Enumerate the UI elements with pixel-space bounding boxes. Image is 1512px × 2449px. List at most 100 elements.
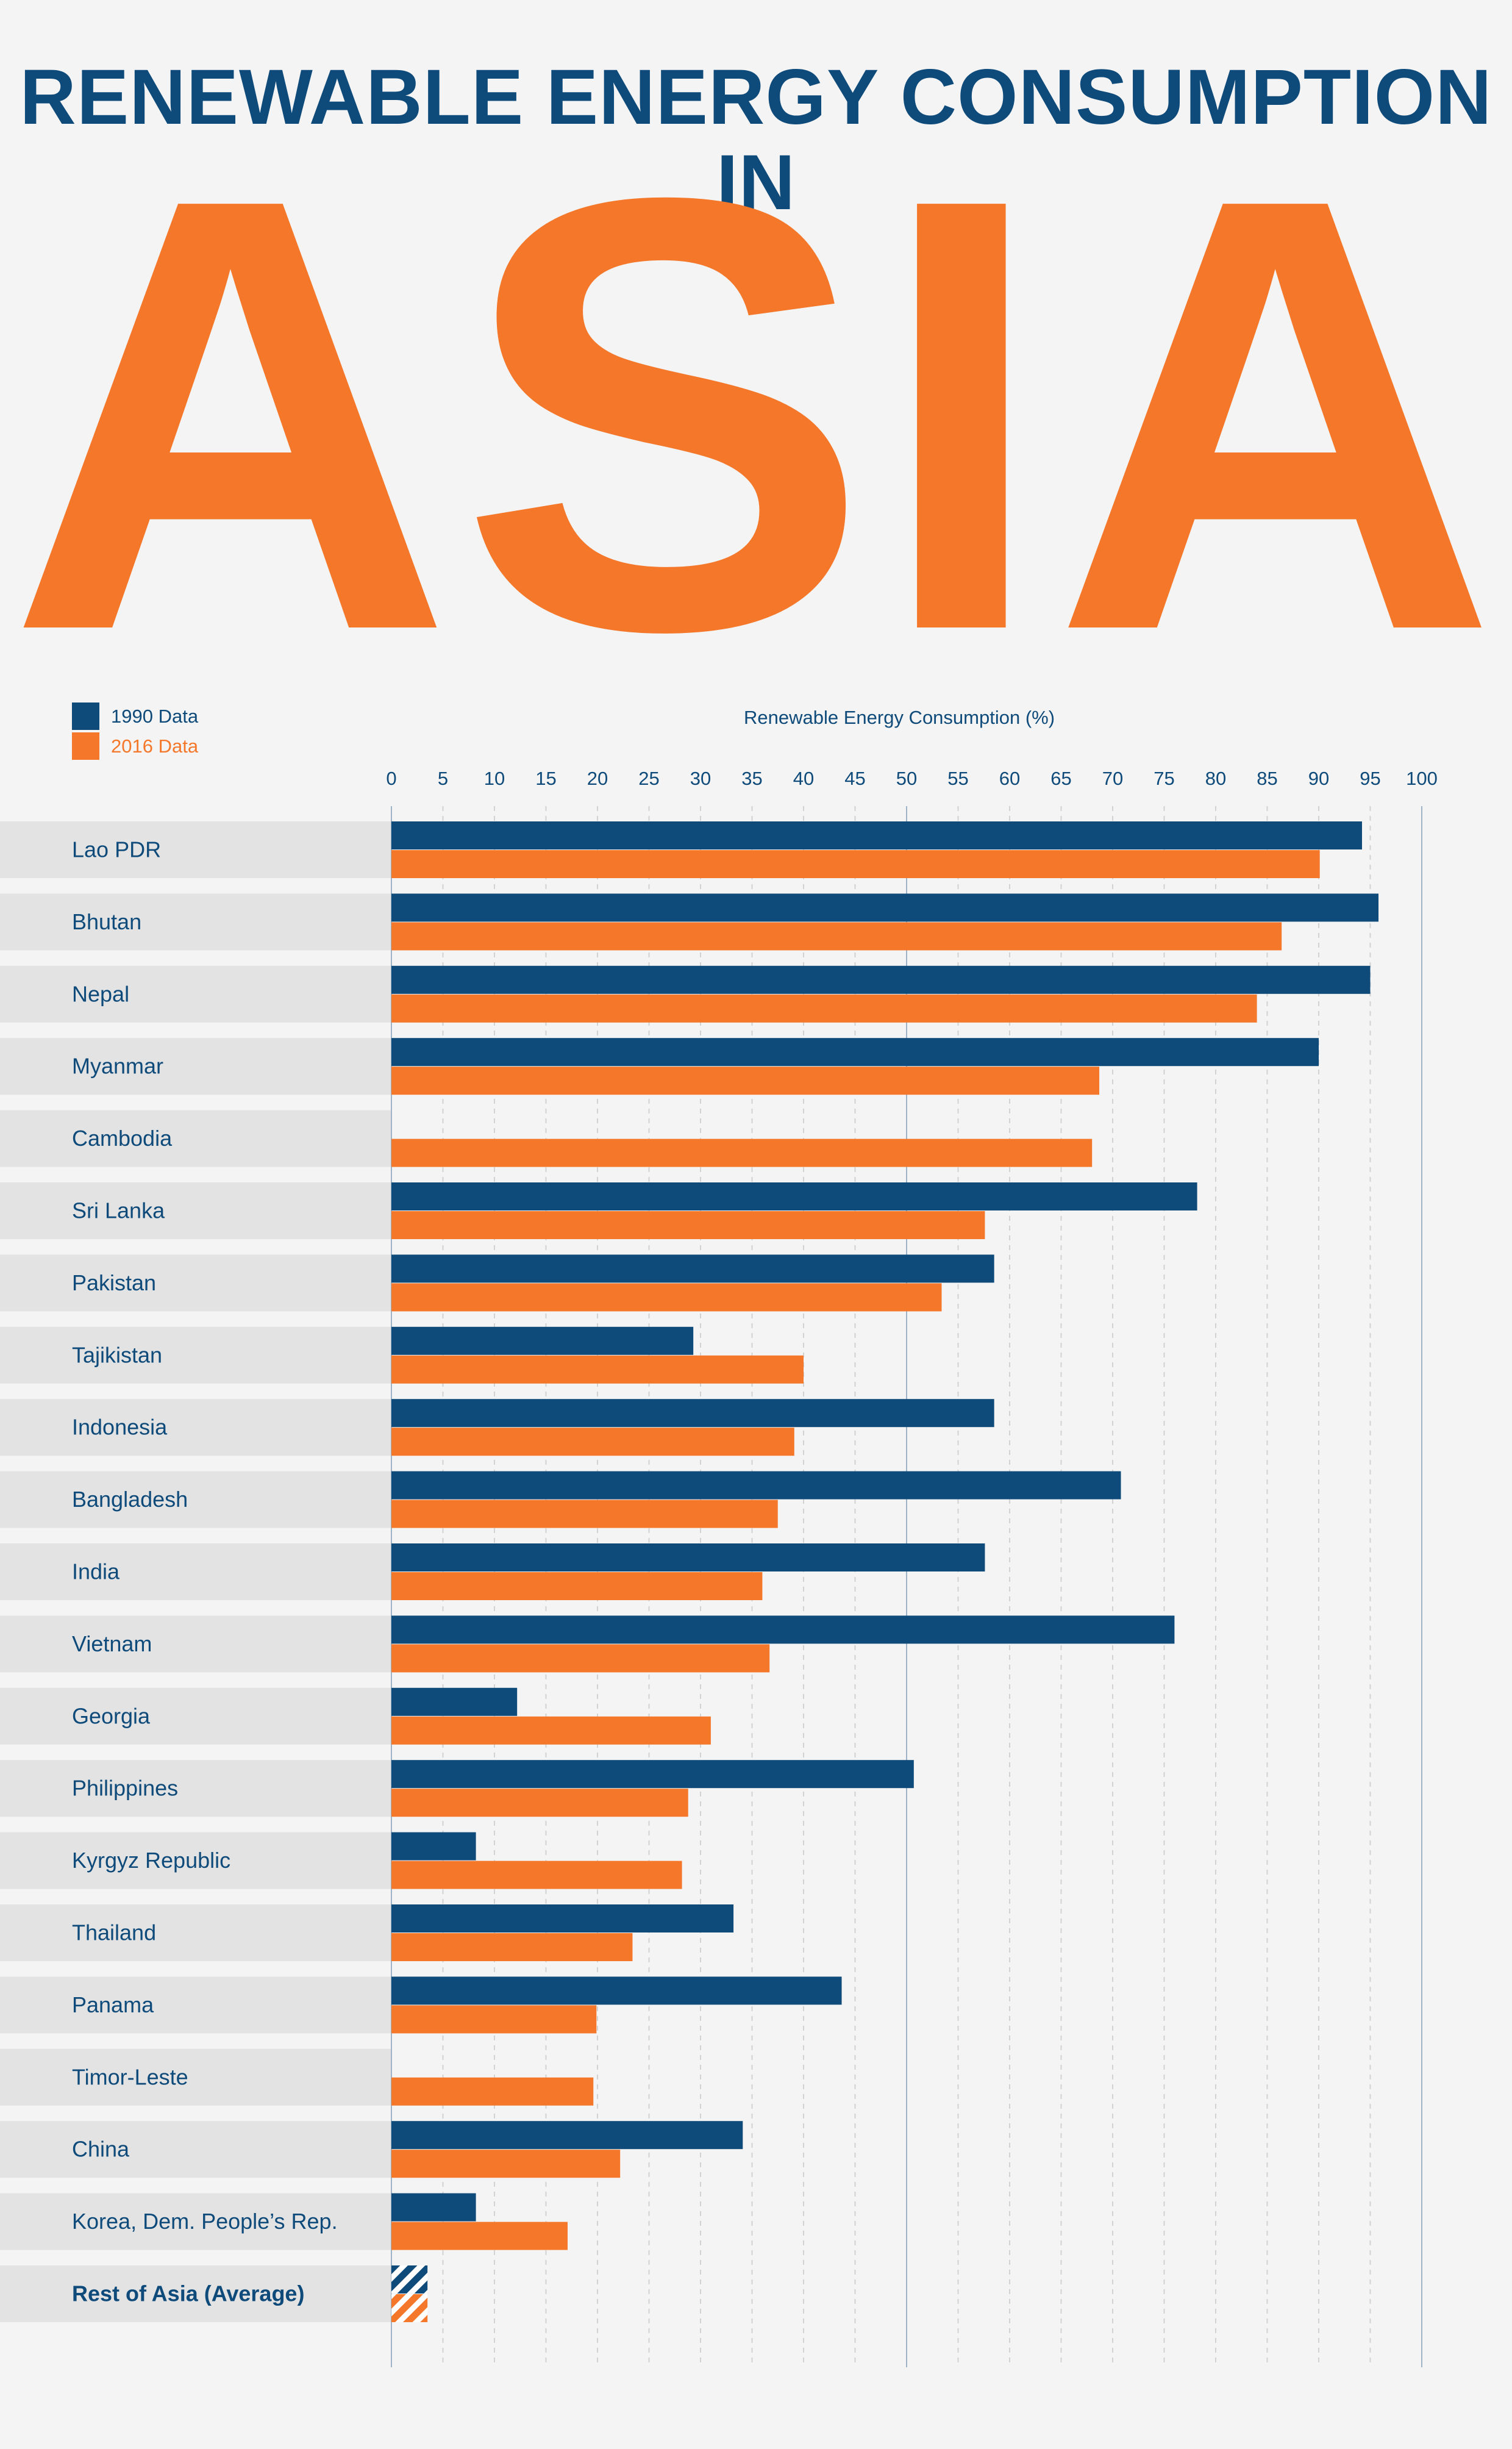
bar-2016 — [391, 1211, 985, 1239]
category-label: Panama — [72, 1992, 154, 2017]
x-tick-label: 90 — [1308, 768, 1329, 789]
bar-1990 — [391, 2265, 428, 2293]
bar-2016 — [391, 1861, 682, 1889]
bar-1990 — [391, 1615, 1175, 1644]
x-tick-label: 25 — [638, 768, 659, 789]
legend-swatch-1990 — [72, 703, 99, 730]
bar-1990 — [391, 1182, 1197, 1210]
bar-2016 — [391, 1716, 711, 1745]
category-label: Lao PDR — [72, 837, 161, 862]
category-band — [0, 1038, 391, 1095]
category-label: Cambodia — [72, 1126, 173, 1151]
x-tick-label: 15 — [535, 768, 556, 789]
bar-2016 — [391, 994, 1257, 1023]
category-band — [0, 1976, 391, 2034]
bar-1990 — [391, 1038, 1319, 1067]
x-tick-label: 80 — [1205, 768, 1226, 789]
bar-2016 — [391, 1283, 942, 1312]
bar-1990 — [391, 1760, 914, 1789]
legend-label-1990: 1990 Data — [111, 706, 199, 727]
bar-1990 — [391, 1832, 476, 1861]
x-tick-label: 95 — [1360, 768, 1380, 789]
category-band — [0, 1182, 391, 1239]
x-tick-label: 30 — [690, 768, 711, 789]
x-tick-label: 10 — [484, 768, 505, 789]
category-band — [0, 1326, 391, 1384]
x-tick-label: 35 — [741, 768, 762, 789]
x-tick-label: 0 — [386, 768, 396, 789]
category-label: Myanmar — [72, 1054, 163, 1079]
category-label: Nepal — [72, 981, 129, 1006]
bar-2016 — [391, 2150, 621, 2178]
category-band — [0, 1832, 391, 1889]
bar-1990 — [391, 1543, 985, 1571]
category-label: Philippines — [72, 1776, 178, 1801]
bar-2016 — [391, 1644, 770, 1673]
bar-1990 — [391, 2193, 476, 2222]
bar-2016 — [391, 922, 1282, 951]
x-tick-label: 55 — [947, 768, 968, 789]
category-band — [0, 1904, 391, 1961]
category-label: Korea, Dem. People’s Rep. — [72, 2209, 338, 2234]
bar-2016 — [391, 2294, 428, 2322]
x-tick-label: 45 — [844, 768, 865, 789]
legend-swatch-2016 — [72, 732, 99, 760]
category-label: Pakistan — [72, 1270, 156, 1295]
category-band — [0, 2048, 391, 2106]
bar-1990 — [391, 1976, 842, 2005]
category-label: Thailand — [72, 1920, 156, 1945]
category-band — [0, 1471, 391, 1528]
bar-1990 — [391, 1399, 994, 1428]
x-tick-label: 100 — [1406, 768, 1438, 789]
category-band — [0, 1687, 391, 1745]
bar-2016 — [391, 1789, 688, 1817]
category-band — [0, 1543, 391, 1600]
category-label: Bangladesh — [72, 1487, 188, 1512]
category-band — [0, 1399, 391, 1456]
category-label: Timor-Leste — [72, 2064, 188, 2089]
category-band — [0, 1760, 391, 1817]
bar-2016 — [391, 1572, 763, 1600]
category-band — [0, 1615, 391, 1673]
category-band — [0, 965, 391, 1023]
category-label: Sri Lanka — [72, 1198, 165, 1223]
bar-1990 — [391, 965, 1371, 994]
bar-1990 — [391, 893, 1379, 922]
bar-2016 — [391, 1428, 794, 1456]
bar-2016 — [391, 2077, 594, 2106]
chart-title-region: ASIA — [8, 71, 1504, 759]
x-tick-label: 85 — [1257, 768, 1277, 789]
category-label: China — [72, 2137, 130, 2162]
bar-2016 — [391, 1139, 1093, 1167]
bar-1990 — [391, 821, 1362, 849]
bar-2016 — [391, 2222, 568, 2250]
category-band — [0, 1254, 391, 1312]
category-label: Bhutan — [72, 909, 141, 934]
chart-title-line: RENEWABLE ENERGY CONSUMPTION IN — [20, 54, 1492, 226]
x-tick-label: 40 — [793, 768, 814, 789]
x-tick-label: 50 — [896, 768, 917, 789]
bar-2016 — [391, 1355, 804, 1384]
category-band — [0, 821, 391, 878]
category-label: Kyrgyz Republic — [72, 1848, 230, 1873]
bar-2016 — [391, 1933, 633, 1961]
category-label: Indonesia — [72, 1415, 168, 1440]
bar-1990 — [391, 1326, 694, 1355]
legend-label-2016: 2016 Data — [111, 735, 199, 757]
category-band — [0, 2265, 391, 2322]
x-axis-title: Renewable Energy Consumption (%) — [744, 707, 1055, 728]
bar-1990 — [391, 1254, 994, 1283]
category-band — [0, 2193, 391, 2250]
category-label: Georgia — [72, 1703, 151, 1728]
category-label: India — [72, 1559, 120, 1584]
bar-1990 — [391, 1687, 518, 1716]
bar-1990 — [391, 1471, 1121, 1500]
x-tick-label: 75 — [1154, 768, 1174, 789]
category-label: Rest of Asia (Average) — [72, 2281, 304, 2306]
category-band — [0, 893, 391, 951]
bar-1990 — [391, 1904, 734, 1932]
bar-2016 — [391, 850, 1320, 878]
category-band — [0, 2121, 391, 2178]
x-tick-label: 5 — [438, 768, 448, 789]
